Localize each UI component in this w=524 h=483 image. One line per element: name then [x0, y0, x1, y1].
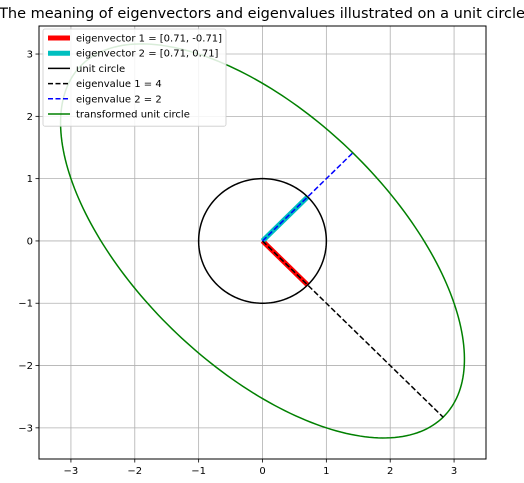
legend-label: eigenvector 1 = [0.71, -0.71]: [76, 34, 222, 45]
y-tick-label: 1: [27, 174, 33, 185]
legend-label: unit circle: [76, 64, 125, 75]
y-tick-label: 2: [27, 112, 33, 123]
series-curve-6: [59, 43, 466, 439]
x-tick-label: 2: [387, 466, 393, 477]
y-tick-label: 0: [27, 236, 33, 247]
y-tick-label: −2: [18, 361, 33, 372]
x-tick-label: 1: [323, 466, 329, 477]
axis-ticks: −3 −2 −1 0 1 2 3 −3 −2 −1 0 1 2 3: [18, 50, 457, 477]
series-line-5: [261, 152, 354, 242]
x-tick-label: −3: [64, 466, 79, 477]
x-tick-label: −2: [127, 466, 142, 477]
legend-label: eigenvalue 2 = 2: [76, 94, 162, 105]
chart-title: The meaning of eigenvectors and eigenval…: [0, 6, 524, 22]
x-tick-label: −1: [191, 466, 206, 477]
series-curve-3: [197, 177, 328, 304]
y-tick-label: 3: [27, 50, 33, 61]
series-line-4: [261, 240, 444, 418]
legend-box: [42, 28, 227, 127]
legend-label: eigenvalue 1 = 4: [76, 79, 162, 90]
legend-label: transformed unit circle: [76, 110, 190, 121]
legend: eigenvector 1 = [0.71, -0.71] eigenvector…: [42, 28, 227, 127]
x-tick-label: 3: [451, 466, 457, 477]
x-tick-label: 0: [259, 466, 265, 477]
plot-area: [59, 43, 466, 439]
y-tick-label: −1: [18, 299, 33, 310]
y-tick-label: −3: [18, 423, 33, 434]
legend-label: eigenvector 2 = [0.71, 0.71]: [76, 49, 219, 60]
